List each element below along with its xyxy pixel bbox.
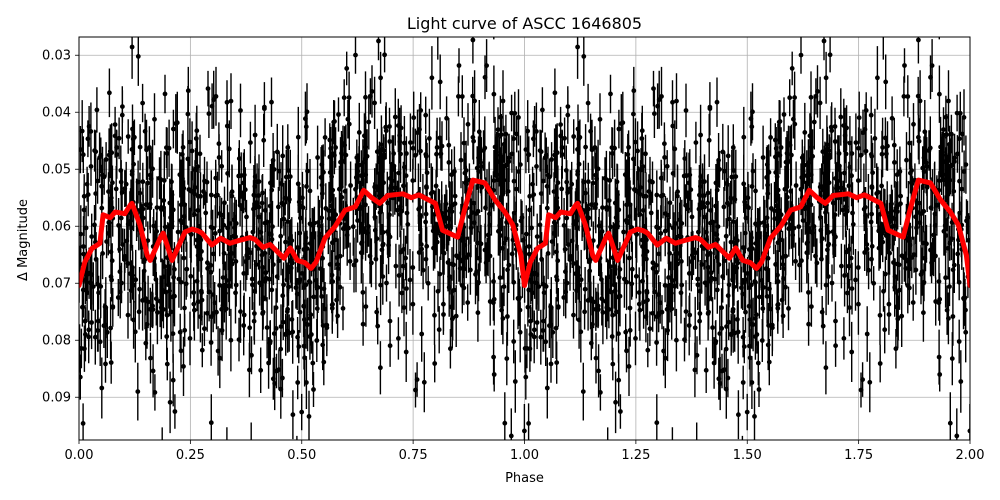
y-tick-label: 0.04 [42, 106, 71, 121]
y-tick-label: 0.03 [42, 49, 71, 64]
y-tick-label: 0.05 [42, 163, 71, 178]
y-tick-label: 0.08 [42, 334, 71, 349]
x-axis: 0.00 0.25 0.50 0.75 1.00 1.25 1.50 1.75 2.00 [65, 440, 985, 463]
y-axis: 0.03 0.04 0.05 0.06 0.07 0.08 0.09 [42, 49, 79, 406]
y-axis-label: Δ Magnitude [16, 199, 31, 281]
observation-errorbars [79, 37, 970, 440]
y-tick-label: 0.06 [42, 220, 71, 235]
plot-area [78, 36, 971, 441]
model-curve [79, 177, 970, 288]
x-tick-label: 1.75 [844, 448, 873, 463]
y-tick-label: 0.09 [42, 391, 71, 406]
x-tick-label: 0.50 [287, 448, 316, 463]
x-tick-label: 2.00 [956, 448, 985, 463]
x-axis-label: Phase [505, 471, 544, 486]
chart-title: Light curve of ASCC 1646805 [407, 14, 642, 33]
x-tick-label: 0.25 [176, 448, 205, 463]
x-tick-label: 1.25 [621, 448, 650, 463]
x-tick-label: 0.00 [65, 448, 94, 463]
y-tick-label: 0.07 [42, 277, 71, 292]
x-tick-label: 1.00 [510, 448, 539, 463]
x-tick-label: 0.75 [399, 448, 428, 463]
x-tick-label: 1.50 [733, 448, 762, 463]
